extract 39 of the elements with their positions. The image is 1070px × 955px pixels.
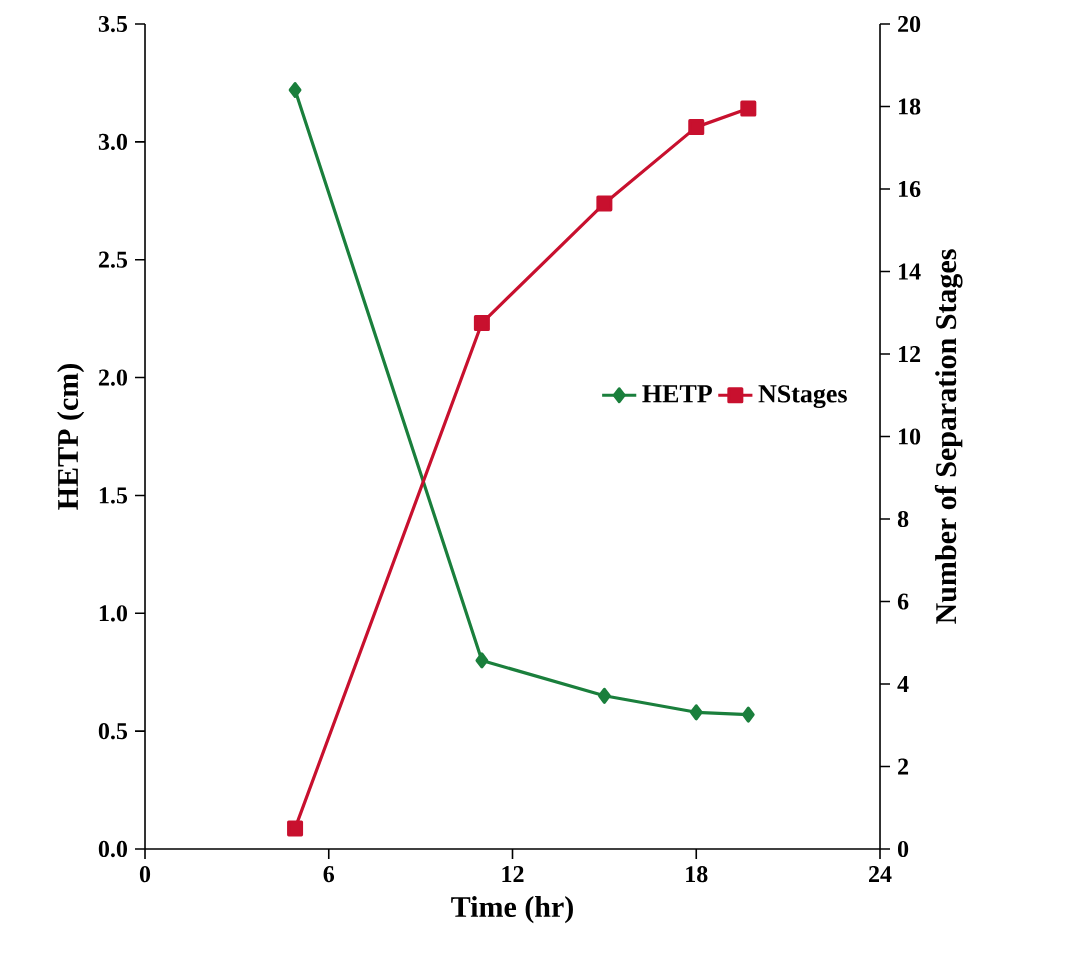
y2-tick-label: 12	[898, 346, 921, 362]
x-axis-title: Time (hr)	[451, 896, 573, 924]
y2-tick-label: 20	[898, 15, 921, 33]
x-tick-label: 18	[686, 866, 708, 883]
point	[740, 100, 757, 117]
y2-tick-label: 4	[897, 676, 909, 692]
point	[689, 704, 703, 721]
y2-tick-label: 18	[898, 98, 921, 115]
y-tick-label: 2.0	[98, 369, 128, 386]
point	[475, 652, 489, 669]
y2-tick-label: 16	[898, 180, 921, 198]
x-tick-label: 6	[323, 866, 335, 883]
point	[688, 119, 705, 136]
legend-label: NStages	[758, 385, 847, 409]
y-tick-label: 1.5	[99, 487, 128, 504]
y-tick-label: 2.5	[98, 251, 128, 268]
y2-tick-label: 10	[898, 428, 921, 445]
x-tick-label: 12	[502, 866, 524, 882]
y-tick-label: 3.5	[98, 15, 128, 33]
y-tick-label: 0.5	[98, 722, 128, 740]
point	[597, 687, 611, 704]
legend-label: HETP	[642, 385, 712, 403]
y-axis-title: HETP (cm)	[57, 364, 85, 510]
point	[596, 195, 613, 212]
y-tick-label: 1.0	[99, 605, 128, 622]
y2-tick-label: 2	[898, 758, 909, 775]
y-tick-label: 0.0	[98, 840, 128, 858]
y2-axis-title: Number of Separation Stages	[934, 249, 963, 624]
y2-tick-label: 14	[898, 263, 921, 280]
y-tick-label: 3.0	[98, 133, 128, 151]
x-tick-label: 24	[869, 866, 892, 882]
point	[473, 315, 490, 332]
y2-tick-label: 6	[897, 593, 909, 610]
y2-tick-label: 8	[897, 510, 909, 528]
point	[287, 820, 304, 837]
point	[288, 82, 302, 99]
y2-tick-label: 0	[897, 840, 909, 858]
point	[741, 706, 755, 723]
x-tick-label: 0	[139, 866, 151, 883]
